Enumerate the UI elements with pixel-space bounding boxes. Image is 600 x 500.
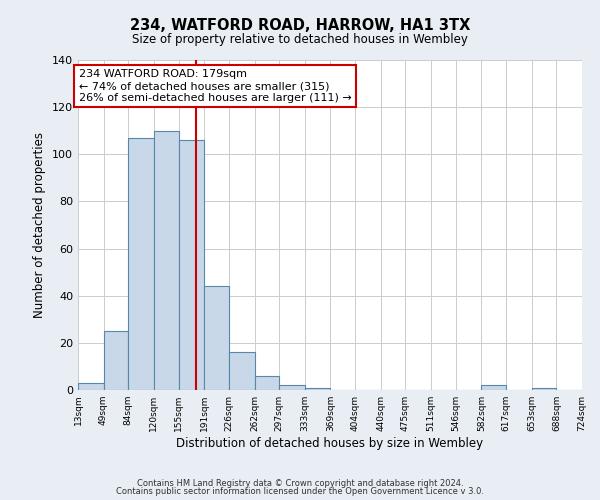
Text: Size of property relative to detached houses in Wembley: Size of property relative to detached ho… xyxy=(132,32,468,46)
Bar xyxy=(305,388,331,390)
Text: Contains public sector information licensed under the Open Government Licence v : Contains public sector information licen… xyxy=(116,487,484,496)
Bar xyxy=(254,376,280,390)
Bar xyxy=(179,140,204,390)
Bar xyxy=(229,352,254,390)
X-axis label: Distribution of detached houses by size in Wembley: Distribution of detached houses by size … xyxy=(176,437,484,450)
Text: Contains HM Land Registry data © Crown copyright and database right 2024.: Contains HM Land Registry data © Crown c… xyxy=(137,478,463,488)
Text: 234 WATFORD ROAD: 179sqm
← 74% of detached houses are smaller (315)
26% of semi-: 234 WATFORD ROAD: 179sqm ← 74% of detach… xyxy=(79,70,352,102)
Bar xyxy=(204,286,229,390)
Text: 234, WATFORD ROAD, HARROW, HA1 3TX: 234, WATFORD ROAD, HARROW, HA1 3TX xyxy=(130,18,470,32)
Bar xyxy=(481,386,506,390)
Bar xyxy=(128,138,154,390)
Bar xyxy=(154,130,179,390)
Bar xyxy=(78,383,104,390)
Bar xyxy=(532,388,556,390)
Bar xyxy=(104,331,128,390)
Y-axis label: Number of detached properties: Number of detached properties xyxy=(34,132,46,318)
Bar xyxy=(280,386,305,390)
